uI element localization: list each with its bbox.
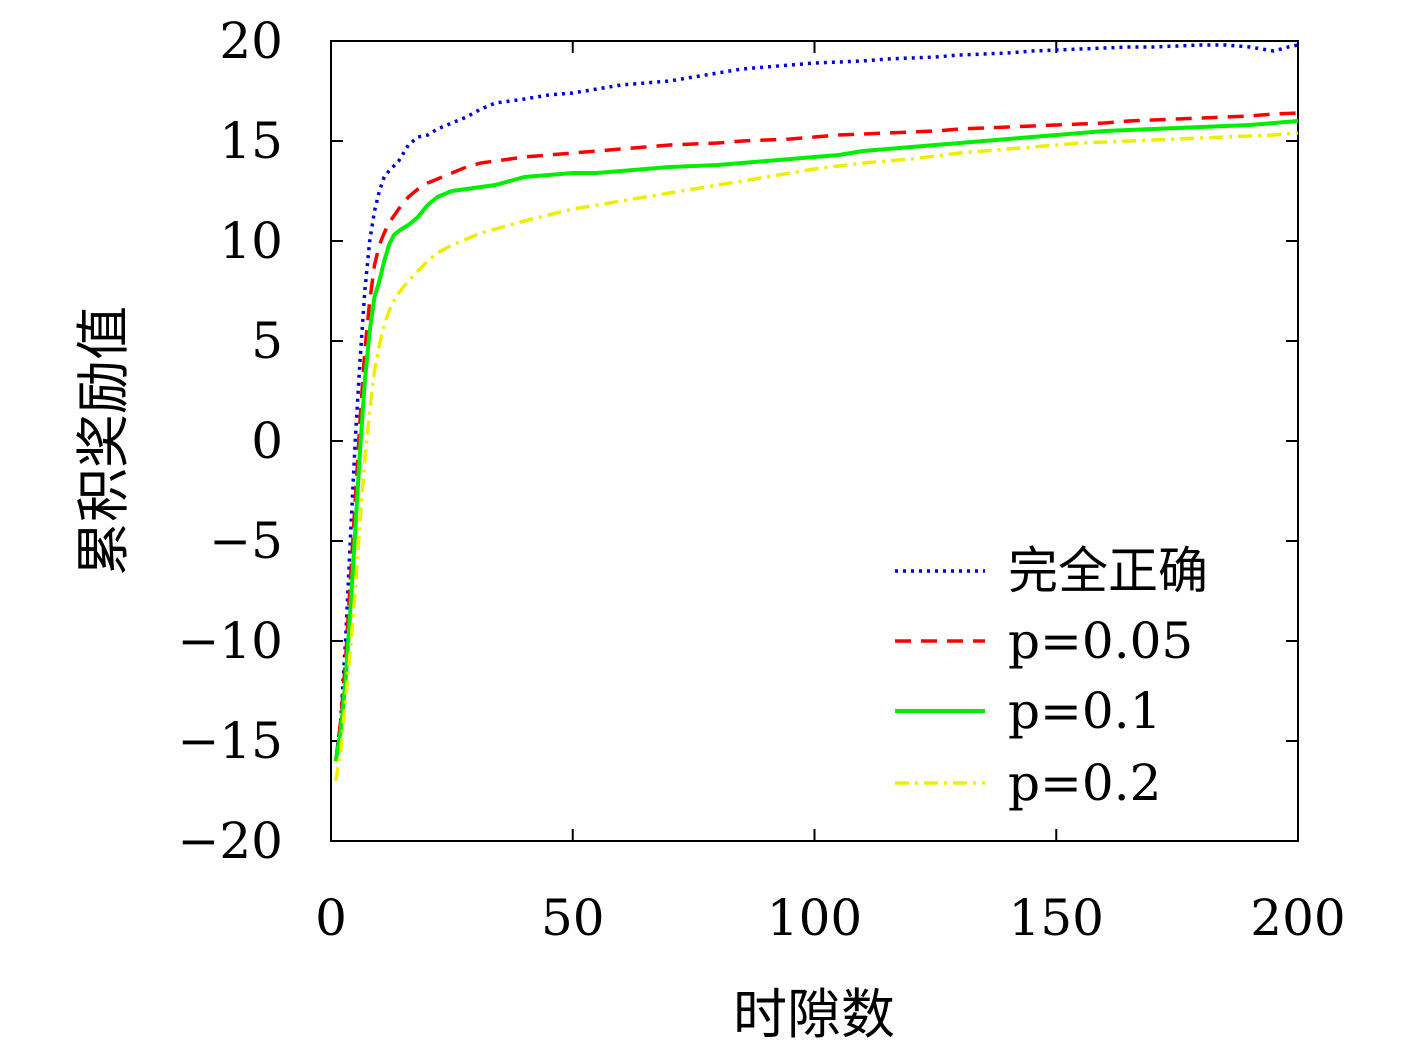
x-tick-label: 50 [541, 889, 605, 947]
series-line-2 [333, 119, 1299, 762]
x-tick-label: 200 [1250, 889, 1345, 947]
y-tick-label: 10 [219, 212, 283, 270]
y-tick-label: 15 [219, 112, 283, 170]
y-tick-label: 20 [219, 12, 283, 70]
y-tick-label: −15 [177, 712, 283, 770]
series-layer [333, 43, 1299, 782]
legend-label-3: p=0.2 [1008, 754, 1161, 812]
y-axis-title: 累积奖励值 [72, 306, 135, 576]
x-tick-label: 100 [767, 889, 862, 947]
y-tick-label: 5 [251, 312, 283, 370]
legend: 完全正确 p=0.05 p=0.1 p=0.2 [895, 542, 1208, 812]
series-line-3 [334, 131, 1299, 782]
y-tick-label: 0 [251, 412, 283, 470]
legend-label-0: 完全正确 [1008, 542, 1208, 600]
series-line-0 [334, 43, 1299, 762]
x-tick-label: 0 [315, 889, 347, 947]
legend-label-2: p=0.1 [1008, 682, 1161, 740]
x-axis-title: 时隙数 [733, 983, 895, 1046]
y-tick-label: −20 [177, 812, 283, 870]
legend-label-1: p=0.05 [1008, 612, 1193, 670]
series-line-1 [334, 111, 1299, 762]
y-tick-label: −10 [177, 612, 283, 670]
x-tick-label: 150 [1009, 889, 1104, 947]
y-tick-label: −5 [209, 512, 283, 570]
